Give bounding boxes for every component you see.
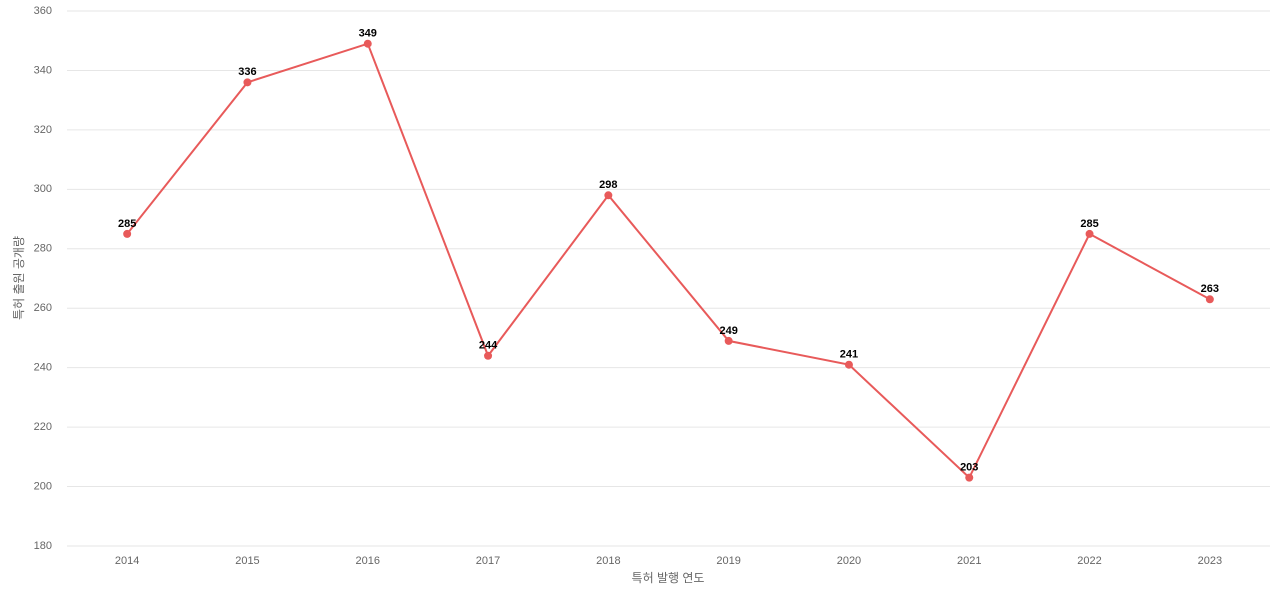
x-axis-title: 특허 발행 연도 [632, 570, 705, 585]
point [844, 360, 853, 369]
y-tick-label: 200 [34, 480, 52, 492]
point [1205, 295, 1214, 304]
x-tick-label: 2023 [1198, 555, 1222, 567]
x-tick-label: 2020 [837, 555, 861, 567]
x-tick-label: 2016 [356, 555, 380, 567]
data-label: 349 [359, 28, 377, 40]
point [724, 336, 733, 345]
data-label: 244 [479, 340, 498, 352]
x-tick-label: 2019 [716, 555, 740, 567]
point [484, 351, 493, 360]
data-label: 263 [1201, 283, 1219, 295]
x-tick-label: 2018 [596, 555, 620, 567]
point [965, 473, 974, 482]
x-tick-label: 2017 [476, 555, 500, 567]
point [1085, 229, 1094, 238]
y-tick-label: 260 [34, 302, 52, 314]
point [604, 191, 613, 200]
y-tick-label: 180 [34, 540, 52, 552]
x-tick-label: 2021 [957, 555, 981, 567]
point [363, 39, 372, 48]
y-tick-label: 220 [34, 421, 52, 433]
data-label: 336 [238, 66, 256, 78]
x-tick-label: 2015 [235, 555, 259, 567]
data-label: 285 [118, 218, 136, 230]
data-label: 241 [840, 349, 858, 361]
y-axis-title: 특허 출원 공개량 [12, 236, 26, 320]
y-tick-label: 300 [34, 183, 52, 195]
y-tick-label: 340 [34, 64, 52, 76]
y-tick-label: 280 [34, 243, 52, 255]
data-label: 203 [960, 462, 978, 474]
data-label: 249 [719, 325, 737, 337]
y-tick-label: 360 [34, 5, 52, 17]
point [243, 78, 252, 87]
x-tick-label: 2022 [1077, 555, 1101, 567]
point [123, 229, 132, 238]
data-label: 298 [599, 179, 617, 191]
y-tick-label: 240 [34, 362, 52, 374]
line [126, 42, 1211, 480]
y-tick-label: 320 [34, 124, 52, 136]
x-tick-label: 2014 [115, 555, 139, 567]
data-label: 285 [1080, 218, 1098, 230]
